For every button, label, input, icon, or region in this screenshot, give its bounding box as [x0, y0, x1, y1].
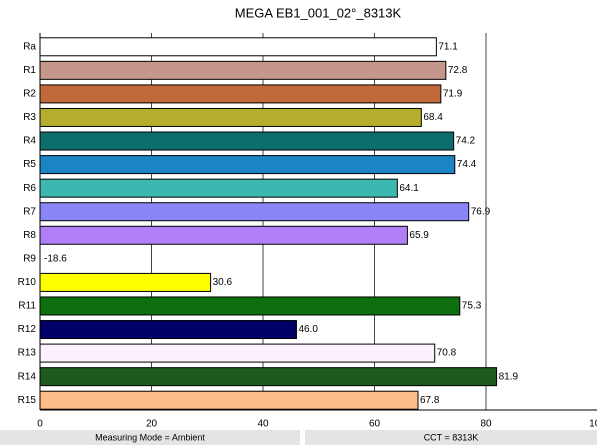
bar: [40, 84, 442, 104]
status-panel: [305, 430, 597, 445]
value-label: 71.9: [443, 89, 463, 100]
value-label: 68.4: [423, 112, 443, 123]
value-label: -18.6: [44, 253, 67, 264]
value-label: 72.8: [448, 65, 468, 76]
value-label: 75.3: [462, 301, 482, 312]
bar: [40, 296, 461, 316]
x-tick-label: 20: [146, 419, 158, 430]
y-tick-label: R5: [23, 159, 36, 170]
y-tick-label: R3: [23, 112, 36, 123]
bar: [40, 155, 456, 175]
bar: [40, 390, 419, 410]
y-tick-label: R2: [23, 89, 36, 100]
y-tick-label: R7: [23, 206, 36, 217]
bar: [40, 225, 408, 245]
x-tick-label: 100: [589, 419, 597, 430]
y-tick-label: R8: [23, 230, 36, 241]
value-label: 74.4: [457, 159, 477, 170]
value-label: 81.9: [499, 371, 519, 382]
bar: [40, 272, 212, 292]
value-label: 67.8: [420, 395, 440, 406]
value-label: 46.0: [298, 324, 318, 335]
y-tick-label: Ra: [23, 41, 36, 52]
bar: [40, 131, 455, 151]
value-label: 71.1: [438, 41, 458, 52]
value-label: 64.1: [399, 183, 419, 194]
y-tick-label: R10: [18, 277, 37, 288]
bar: [40, 202, 470, 222]
value-label: 74.2: [456, 136, 476, 147]
bar: [40, 343, 436, 363]
y-tick-label: R12: [18, 324, 37, 335]
x-tick-label: 60: [369, 419, 381, 430]
bar: [40, 367, 498, 387]
status-panel: [0, 430, 300, 445]
value-label: 70.8: [437, 348, 457, 359]
x-tick-label: 0: [37, 419, 43, 430]
bar: [40, 178, 398, 198]
bar: [40, 37, 437, 57]
value-label: 30.6: [213, 277, 233, 288]
status-text: CCT = 8313K: [424, 432, 479, 442]
y-tick-label: R9: [23, 253, 36, 264]
value-label: 76.9: [471, 206, 491, 217]
chart-title: MEGA EB1_001_02°_8313K: [235, 5, 402, 20]
bars: [40, 37, 498, 410]
y-tick-label: R13: [18, 348, 37, 359]
x-tick-label: 40: [257, 419, 269, 430]
y-tick-label: R11: [18, 301, 36, 312]
status-text: Measuring Mode = Ambient: [95, 432, 205, 442]
bar: [40, 60, 447, 80]
x-tick-label: 80: [480, 419, 492, 430]
bar: [40, 320, 297, 340]
y-tick-label: R4: [23, 136, 36, 147]
value-label: 65.9: [409, 230, 429, 241]
y-tick-label: R1: [23, 65, 36, 76]
y-tick-label: R14: [18, 371, 37, 382]
bar: [40, 107, 422, 127]
y-tick-label: R15: [18, 395, 37, 406]
y-tick-label: R6: [23, 183, 36, 194]
